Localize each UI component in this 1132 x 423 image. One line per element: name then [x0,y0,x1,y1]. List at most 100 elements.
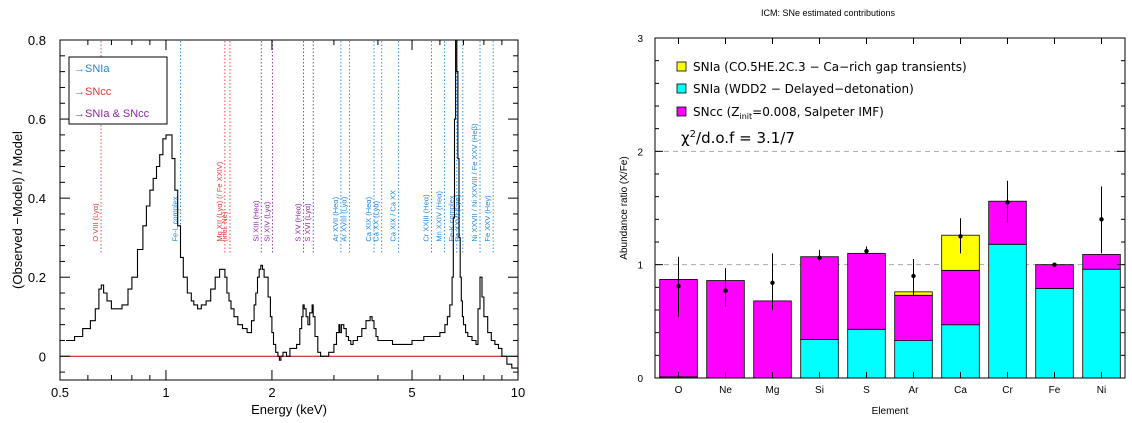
right-x-ticks: O Ne Mg Si S Ar Ca Cr Fe Ni [675,38,1106,396]
category-label: Si [815,385,824,396]
emission-line-labels: O VIII (Lyα) Fe-L complex Mg XII (Lyα) (/ … [91,123,492,242]
x-tick-label: 2 [268,385,275,400]
line-label: Ar XVIII (Lyα) [339,196,348,241]
right-plot-frame [654,37,1126,379]
observed-point [911,273,916,279]
line-label: Ca XIX / Ca XX [389,190,398,242]
bar-segment-magenta [847,252,886,330]
right-x-axis-label: Element [872,406,909,417]
line-label: Mg XII (Lyα) (/ Fe XXIV) [215,161,224,241]
left-legend-box [68,56,168,125]
observed-points [676,180,1104,317]
left-y-ticks: 0 0.2 0.4 0.6 0.8 [28,33,518,373]
stacked-bars [659,200,1121,379]
left-x-axis-label: Energy (keV) [251,402,327,417]
line-label: Ca XX (Lyα) [372,200,381,241]
bar-segment-cyan [894,340,933,379]
legend-snia: →SNIa [74,63,110,75]
bar-segment-cyan [941,324,980,379]
category-label: Ne [719,385,732,396]
legend-snia-sncc: →SNIa & SNcc [74,108,150,120]
category-label: Mg [766,385,780,396]
left-legend: →SNIa →SNcc →SNIa & SNcc [68,56,168,125]
y-tick-label: 0.2 [28,270,46,285]
x-tick-label: 10 [511,385,525,400]
legend-swatch-cyan [676,83,687,94]
y-tick-label: 3 [637,34,643,45]
line-label: Ni XXVII / Ni XXVIII / Fe XXV (Heβ) [470,123,479,242]
left-plot-frame [59,39,519,381]
y-tick-label: 0.8 [28,33,46,48]
x-tick-label: 5 [408,385,415,400]
observed-point [864,248,869,254]
line-label: Fe-K complex [447,195,456,242]
x-tick-label: 1 [162,385,169,400]
category-label: Ni [1097,385,1106,396]
line-label: Si XIV (Lyα) [262,201,271,241]
y-tick-label: 0 [39,349,46,364]
emission-line-markers [100,41,494,254]
category-label: Cr [1002,385,1013,396]
line-label: Fe XXV (Heγ) [483,195,492,242]
right-chart-title: ICM: SNe estimated contributions [761,8,896,18]
observed-point [676,284,681,289]
right-y-ticks: 0 1 2 3 [637,34,1125,385]
bar-segment-cyan [847,328,886,379]
line-label: Cr XXIII (Heα) [422,194,431,242]
observed-point [1052,262,1057,267]
bar-segment-cyan [988,243,1027,379]
bar-segment-magenta [941,269,980,326]
legend-entry-sncc: SNcc (Zinit=0.008, Salpeter IMF) [693,105,884,121]
legend-swatch-yellow [676,61,687,72]
sne-contributions-chart: ICM: SNe estimated contributions O Ne Mg Si… [619,8,1126,417]
line-label: Ar XVII (Heα) [331,196,340,241]
bar-segment-cyan [1082,268,1121,379]
x-tick-label: 0.5 [51,385,69,400]
observed-point [958,234,963,239]
line-label: S XVI (Lyα) [303,203,312,242]
observed-point [770,280,775,285]
bar-segment-cyan [1035,288,1074,379]
category-label: Fe [1049,385,1061,396]
residual-curve [66,39,519,376]
chi-square-label: χ2/d.o.f = 3.1/7 [681,129,795,147]
observed-point [817,255,822,261]
bar-segment-magenta [1035,264,1074,289]
bar-segment-magenta [753,300,792,379]
residual-spectrum-chart: O VIII (Lyα) Fe-L complex Mg XII (Lyα) (/ … [10,33,525,417]
legend-sncc: →SNcc [74,86,112,98]
bar-segment-magenta [800,256,839,340]
right-y-axis-label: Abundance ratio (X/Fe) [619,156,630,259]
y-tick-label: 0.6 [28,112,46,127]
observed-point [1005,200,1010,205]
legend-swatch-magenta [676,106,687,117]
category-label: S [863,385,870,396]
category-label: Ca [954,385,967,396]
bar-segment-magenta [1082,254,1121,270]
line-label: (incl. Ne) [220,211,229,242]
observed-point [1099,217,1104,222]
legend-entry-wdd2: SNIa (WDD2 − Delayed−detonation) [693,82,914,96]
right-legend: SNIa (CO.5HE.2C.3 − Ca−rich gap transien… [676,60,967,147]
left-y-axis-label: (Observed −Model) / Model [10,131,25,289]
line-label: S XV (Heα) [294,203,303,242]
y-tick-label: 2 [637,147,643,158]
line-label: Fe-L complex [171,196,180,241]
legend-entry-ca-rich: SNIa (CO.5HE.2C.3 − Ca−rich gap transien… [693,60,967,74]
category-label: O [675,385,683,396]
line-label: Si XIII (Heα) [251,200,260,242]
line-label: Fe XXVI (Lyα) [453,194,462,241]
residual-path [66,39,519,376]
y-tick-label: 1 [637,261,643,272]
line-label: Ca XIX (Heα) [364,196,373,241]
bar-segment-magenta [894,294,933,341]
y-tick-label: 0 [637,374,643,385]
line-label: Mn XXIV (Heα) [434,191,443,242]
observed-point [723,288,728,293]
category-label: Ar [909,385,920,396]
reference-lines [655,150,1125,266]
y-tick-label: 0.4 [28,191,46,206]
line-label: O VIII (Lyα) [91,203,100,242]
